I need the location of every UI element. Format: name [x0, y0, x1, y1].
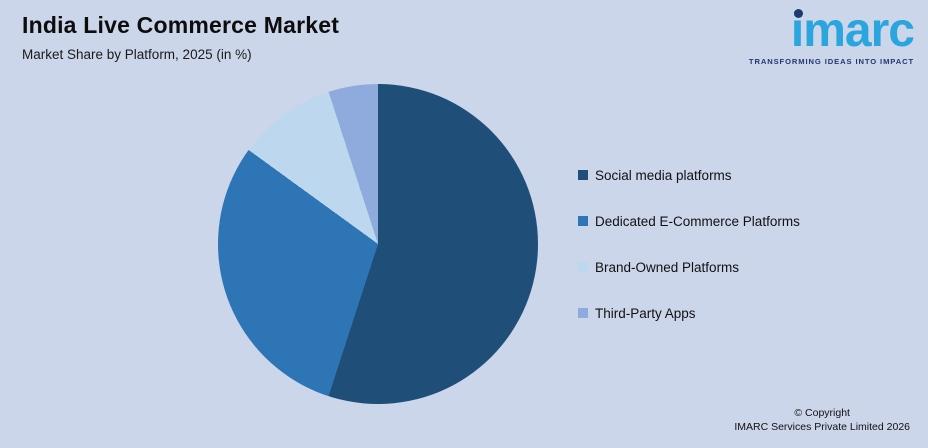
legend-item: Dedicated E-Commerce Platforms [578, 211, 800, 231]
legend: Social media platforms Dedicated E-Commer… [578, 165, 800, 349]
imarc-logo: imarc TRANSFORMING IDEAS INTO IMPACT [714, 4, 915, 67]
copyright-line1: © Copyright [794, 406, 850, 419]
legend-swatch [578, 216, 588, 226]
imarc-wordmark: imarc [790, 4, 915, 57]
chart-subtitle: Market Share by Platform, 2025 (in %) [22, 47, 252, 62]
legend-item: Third-Party Apps [578, 303, 800, 323]
legend-swatch [578, 262, 588, 272]
legend-item: Brand-Owned Platforms [578, 257, 800, 277]
legend-label: Social media platforms [595, 167, 732, 183]
legend-swatch [578, 170, 588, 180]
legend-label: Third-Party Apps [595, 305, 696, 321]
legend-label: Brand-Owned Platforms [595, 259, 740, 275]
page-title: India Live Commerce Market [22, 12, 340, 38]
legend-label: Dedicated E-Commerce Platforms [595, 213, 800, 229]
imarc-tagline: TRANSFORMING IDEAS INTO IMPACT [748, 57, 914, 67]
pie-chart [218, 84, 538, 404]
copyright-notice: © Copyright IMARC Services Private Limit… [734, 406, 910, 434]
copyright-line2: IMARC Services Private Limited 2026 [734, 420, 910, 433]
chart-header: India Live Commerce Market Market Share … [22, 12, 339, 62]
legend-swatch [578, 308, 588, 318]
legend-item: Social media platforms [578, 165, 800, 185]
